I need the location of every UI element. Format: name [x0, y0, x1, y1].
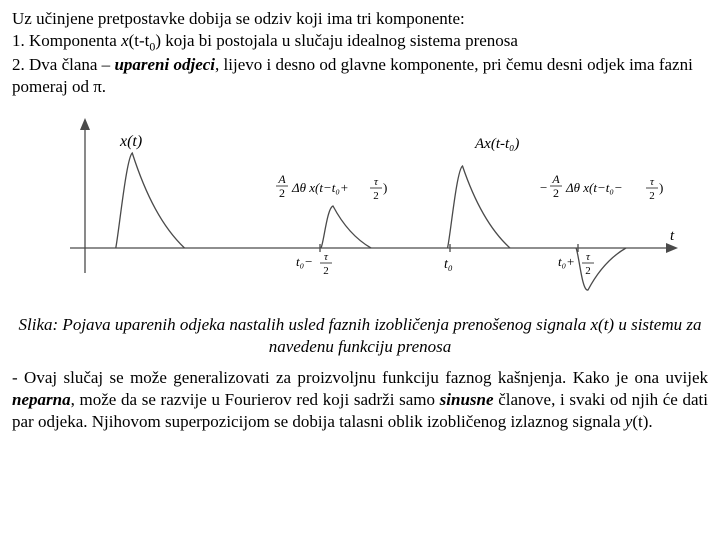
intro-line: Uz učinjene pretpostavke dobija se odziv…: [12, 9, 465, 28]
caption-expr: x(t): [591, 315, 615, 334]
item1-post: koja bi postojala u slučaju idealnog sis…: [161, 31, 518, 50]
svg-text:τ: τ: [650, 176, 655, 188]
svg-text:): ): [383, 180, 387, 195]
svg-text:τ: τ: [324, 251, 329, 263]
svg-text:t₀+: t₀+: [558, 254, 575, 269]
svg-text:2: 2: [649, 190, 655, 202]
svg-text:Δθ x(t−t₀−: Δθ x(t−t₀−: [565, 180, 623, 195]
svg-text:t: t: [670, 228, 675, 244]
svg-text:2: 2: [279, 186, 285, 200]
svg-text:Δθ x(t−t₀+: Δθ x(t−t₀+: [291, 180, 349, 195]
intro-text: Uz učinjene pretpostavke dobija se odziv…: [12, 8, 708, 98]
p2-post2: (t).: [632, 412, 652, 431]
svg-text:t₀: t₀: [444, 257, 453, 272]
echo-diagram: tx(t)Ax(t-t₀)A2Δθ x(t−t₀+τ2)−A2Δθ x(t−t₀…: [30, 108, 690, 308]
p2-pre: - Ovaj slučaj se može generalizovati za …: [12, 368, 708, 387]
p2-mid: , može da se razvije u Fourierov red koj…: [71, 390, 440, 409]
caption-pre: Slika: Pojava uparenih odjeka nastalih u…: [19, 315, 591, 334]
svg-text:2: 2: [323, 265, 329, 277]
item2-pre: 2. Dva člana –: [12, 55, 114, 74]
item2-upareni: upareni odjeci: [114, 55, 215, 74]
svg-text:2: 2: [553, 186, 559, 200]
item1-pre: 1. Komponenta: [12, 31, 121, 50]
svg-text:τ: τ: [374, 176, 379, 188]
item1-p1: (t-t: [129, 31, 150, 50]
p2-neparna: neparna: [12, 390, 71, 409]
svg-text:): ): [659, 180, 663, 195]
svg-text:x(t): x(t): [119, 133, 142, 150]
figure-caption: Slika: Pojava uparenih odjeka nastalih u…: [12, 314, 708, 358]
svg-text:Ax(t-t₀): Ax(t-t₀): [474, 136, 519, 152]
svg-text:A: A: [277, 172, 286, 186]
svg-text:t₀−: t₀−: [296, 254, 313, 269]
svg-text:2: 2: [585, 265, 591, 277]
svg-text:2: 2: [373, 190, 379, 202]
svg-text:τ: τ: [586, 251, 591, 263]
p2-sinusne: sinusne: [440, 390, 494, 409]
generalization-text: - Ovaj slučaj se može generalizovati za …: [12, 367, 708, 432]
svg-text:−: −: [540, 180, 547, 195]
svg-text:A: A: [551, 172, 560, 186]
item1-x: x: [121, 31, 129, 50]
